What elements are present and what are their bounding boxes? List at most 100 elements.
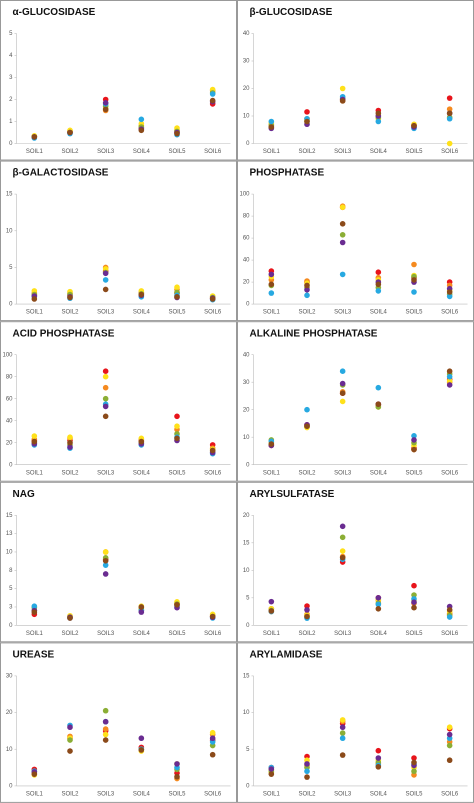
dot (31, 771, 38, 777)
panel-frame (0, 481, 237, 643)
panel-frame (0, 642, 237, 803)
dot (138, 604, 145, 610)
x-tick-label: SOIL6 (441, 310, 459, 316)
y-tick-label: 3 (9, 605, 13, 611)
dot (446, 382, 453, 388)
dot (209, 613, 216, 620)
x-tick-label: SOIL1 (26, 149, 44, 155)
x-tick-label: SOIL6 (204, 631, 222, 637)
dot (102, 395, 109, 402)
dot (102, 384, 109, 391)
y-tick-label: 80 (6, 374, 13, 380)
dot (411, 122, 417, 129)
dot (138, 438, 145, 445)
dot (339, 523, 346, 530)
dot (31, 609, 38, 615)
y-tick-label: 0 (9, 623, 13, 629)
dot (339, 98, 346, 104)
dot (375, 747, 382, 754)
dot (304, 774, 310, 780)
dot (375, 288, 382, 294)
panel-frame (0, 0, 237, 161)
dot (67, 615, 73, 621)
dot (446, 115, 453, 122)
dot (138, 747, 145, 753)
dot (102, 549, 109, 555)
dot (102, 100, 109, 106)
y-tick-label: 10 (243, 568, 250, 574)
x-tick-label: SOIL2 (298, 310, 316, 316)
x-tick-label: SOIL5 (168, 791, 186, 797)
panel-title: β-GLUCOSIDASE (250, 7, 333, 18)
panel-frame (237, 642, 474, 803)
y-tick-label: 20 (6, 710, 13, 716)
x-tick-label: SOIL3 (97, 149, 115, 155)
x-tick-label: SOIL1 (263, 791, 281, 797)
dot (375, 401, 382, 408)
dot (102, 277, 109, 283)
dot (138, 291, 145, 298)
y-tick-label: 1 (9, 119, 13, 125)
dot (102, 571, 109, 577)
dot (209, 296, 216, 302)
dot (138, 735, 145, 742)
x-tick-label: SOIL3 (334, 310, 352, 316)
y-tick-label: 8 (9, 568, 13, 574)
y-tick-label: 40 (243, 258, 250, 264)
y-tick-label: 5 (9, 265, 13, 271)
dot (339, 239, 346, 246)
x-tick-label: SOIL5 (168, 149, 186, 155)
dot (268, 598, 275, 605)
panel-frame (237, 160, 474, 322)
dot (102, 106, 109, 113)
dot (446, 607, 453, 613)
dot (446, 106, 453, 112)
y-tick-label: 2 (9, 97, 13, 103)
x-tick-label: SOIL5 (168, 631, 186, 637)
dot (339, 380, 346, 387)
panel-frame (237, 321, 474, 482)
dot (268, 608, 275, 614)
x-tick-label: SOIL5 (405, 631, 423, 637)
dot (411, 592, 417, 598)
dot (375, 384, 382, 391)
x-tick-label: SOIL5 (405, 791, 423, 797)
x-tick-label: SOIL4 (133, 470, 151, 476)
y-tick-label: 0 (9, 462, 13, 468)
dot (411, 437, 417, 443)
dot (268, 441, 275, 447)
dot (174, 773, 180, 780)
x-tick-label: SOIL6 (441, 631, 459, 637)
x-tick-label: SOIL3 (97, 631, 115, 637)
y-tick-label: 13 (6, 531, 13, 537)
x-tick-label: SOIL1 (263, 631, 281, 637)
dot (411, 446, 417, 453)
dot (67, 439, 73, 446)
dot (375, 601, 382, 608)
dot (375, 764, 382, 770)
dot (446, 368, 453, 375)
dot (339, 724, 346, 731)
dot (304, 423, 310, 430)
panel-frame (237, 481, 474, 643)
dot (446, 373, 453, 380)
dot (339, 221, 346, 227)
dot (31, 603, 38, 610)
dot (411, 433, 417, 439)
y-tick-label: 15 (243, 673, 250, 679)
y-tick-label: 0 (246, 623, 250, 629)
dot (446, 742, 453, 749)
y-tick-label: 30 (243, 59, 250, 65)
dot (268, 124, 275, 130)
y-tick-label: 0 (9, 302, 13, 308)
x-tick-label: SOIL1 (263, 149, 281, 155)
dot (174, 423, 180, 430)
dot (102, 403, 109, 410)
y-tick-label: 5 (9, 586, 13, 592)
dot (268, 118, 275, 125)
dot (446, 95, 453, 101)
dot (174, 293, 180, 300)
dot (67, 434, 73, 441)
y-tick-label: 60 (243, 236, 250, 242)
dot (446, 731, 453, 738)
